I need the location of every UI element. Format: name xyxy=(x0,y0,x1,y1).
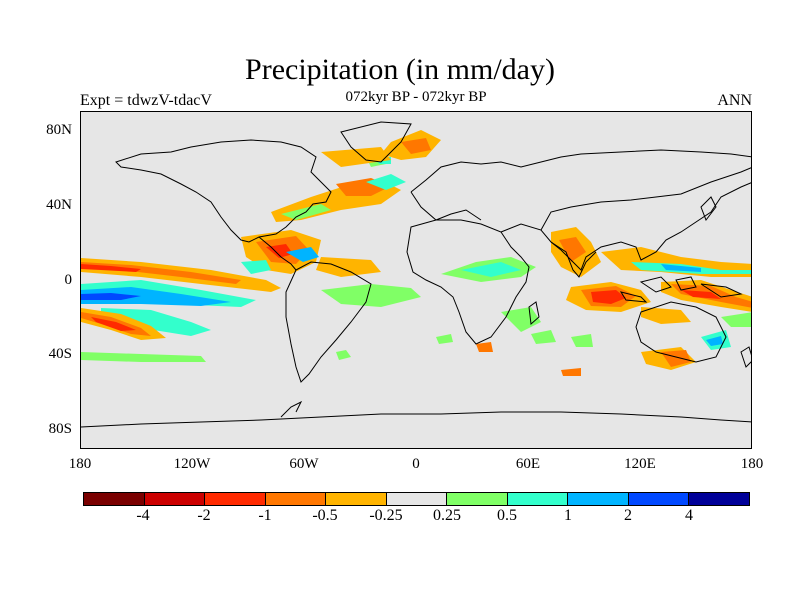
colorbar-box xyxy=(386,493,448,505)
season-label: ANN xyxy=(717,92,752,109)
y-tick-80s: 80S xyxy=(48,421,72,437)
colorbar-label: -2 xyxy=(197,507,211,524)
colorbar-label: -1 xyxy=(258,507,272,524)
precipitation-map xyxy=(80,111,752,449)
colorbar-label: 0.25 xyxy=(433,507,461,524)
colorbar-box xyxy=(689,493,750,505)
colorbar-label: -0.25 xyxy=(369,507,403,524)
y-tick-40n: 40N xyxy=(46,197,72,213)
y-tick-40s: 40S xyxy=(48,346,72,362)
colorbar-box xyxy=(507,493,569,505)
colorbar-box xyxy=(568,493,629,505)
colorbar-box xyxy=(326,493,387,505)
y-tick-0: 0 xyxy=(64,272,73,288)
x-tick-180e: 180 xyxy=(740,456,764,472)
map-title: Precipitation (in mm/day) xyxy=(245,53,555,86)
colorbar-box xyxy=(628,493,690,505)
colorbar-label: -4 xyxy=(136,507,150,524)
coastlines xyxy=(81,121,751,428)
x-tick-60w: 60W xyxy=(289,456,319,472)
colorbar-label: 1 xyxy=(564,507,572,524)
period-label: 072kyr BP - 072kyr BP xyxy=(345,89,487,105)
x-tick-120w: 120W xyxy=(173,456,211,472)
colorbar-box xyxy=(84,493,145,505)
colorbar-box xyxy=(205,493,266,505)
map-canvas xyxy=(81,121,751,428)
y-tick-80n: 80N xyxy=(46,122,72,138)
x-tick-120e: 120E xyxy=(624,456,656,472)
colorbar xyxy=(83,492,750,506)
colorbar-label: -0.5 xyxy=(312,507,338,524)
colorbar-box xyxy=(144,493,206,505)
x-tick-0: 0 xyxy=(412,456,420,472)
experiment-label: Expt = tdwzV-tdacV xyxy=(80,92,212,109)
anomaly-field xyxy=(81,130,751,376)
colorbar-label: 0.5 xyxy=(497,507,517,524)
x-tick-60e: 60E xyxy=(515,456,541,472)
colorbar-label: 4 xyxy=(685,507,693,524)
colorbar-label: 2 xyxy=(624,507,632,524)
x-tick-180w: 180 xyxy=(68,456,92,472)
colorbar-box xyxy=(447,493,508,505)
colorbar-box xyxy=(265,493,327,505)
